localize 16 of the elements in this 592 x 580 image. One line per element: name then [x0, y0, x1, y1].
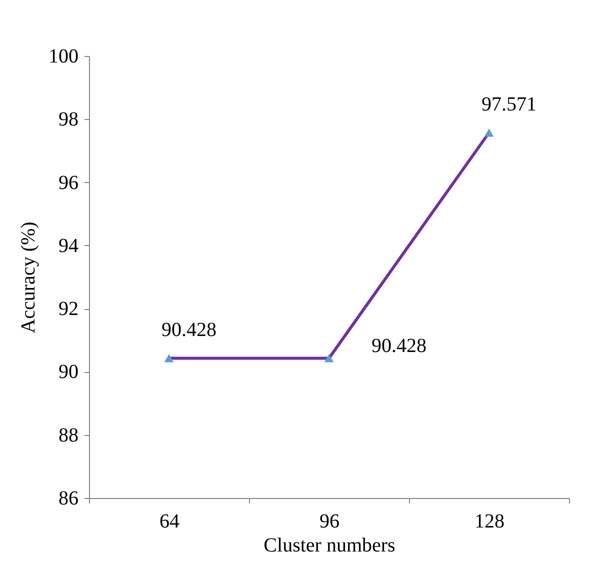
- x-axis-title: Cluster numbers: [264, 534, 396, 556]
- y-tick-label: 90: [58, 361, 78, 384]
- data-label: 90.428: [372, 335, 426, 358]
- y-tick-label: 96: [58, 172, 78, 194]
- data-label: 90.428: [162, 319, 216, 342]
- y-tick-label: 94: [58, 234, 78, 257]
- y-axis-title: Accuracy (%): [18, 222, 40, 334]
- y-tick-label: 88: [58, 424, 78, 446]
- x-tick-label: 128: [474, 510, 504, 532]
- y-tick-label: 92: [58, 298, 78, 320]
- y-tick-label: 86: [58, 488, 78, 510]
- y-tick-label: 100: [48, 46, 78, 68]
- x-tick-label: 64: [160, 510, 180, 532]
- y-tick-label: 98: [58, 108, 78, 131]
- x-tick-label: 96: [320, 510, 340, 532]
- data-label: 97.571: [482, 94, 536, 116]
